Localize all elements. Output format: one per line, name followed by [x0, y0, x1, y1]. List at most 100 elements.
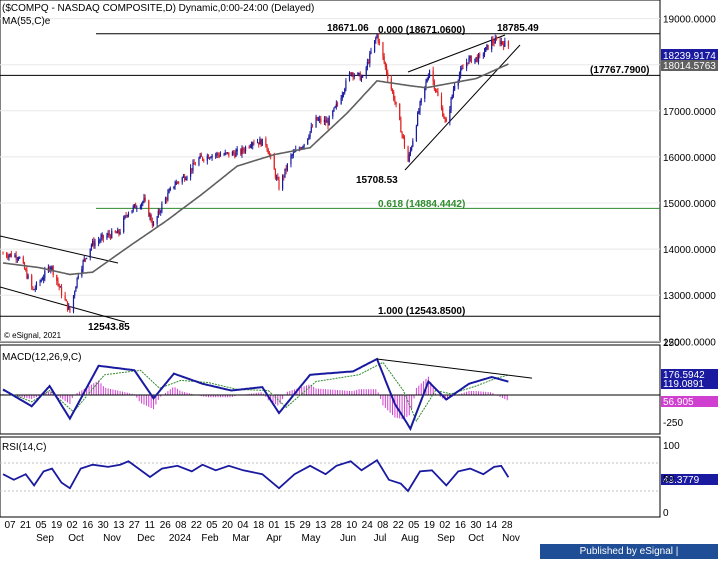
- candle-body: [240, 149, 241, 154]
- candle-body: [86, 258, 87, 259]
- candle-body: [102, 235, 103, 237]
- macd-hist-bar: [320, 389, 321, 395]
- candle-body: [309, 131, 310, 136]
- macd-hist-bar: [308, 385, 309, 395]
- date-month-label: Aug: [401, 533, 419, 544]
- macd-hist-bar: [148, 395, 149, 407]
- macd-hist-bar: [476, 391, 477, 395]
- candle-body: [225, 153, 226, 155]
- candle-body: [65, 295, 66, 299]
- candle-body: [82, 261, 83, 269]
- candle-body: [42, 280, 43, 281]
- candle-body: [332, 111, 333, 116]
- macd-hist-bar: [387, 395, 388, 410]
- candle-body: [84, 258, 85, 260]
- candle-body: [262, 139, 263, 146]
- candle-body: [249, 147, 250, 148]
- macd-hist-bar: [471, 391, 472, 395]
- macd-hist-bar: [67, 395, 68, 402]
- date-day-label: 07: [4, 520, 16, 531]
- rsi-label: RSI(14,C): [2, 442, 46, 453]
- candle-body: [421, 99, 422, 103]
- candle-body: [56, 275, 57, 281]
- macd-hist-bar: [158, 395, 159, 400]
- macd-hist-bar: [117, 391, 118, 395]
- high-1-label: 18671.06: [327, 23, 369, 34]
- candle-body: [237, 149, 238, 151]
- candle-body: [94, 243, 95, 246]
- candle-body: [418, 111, 419, 113]
- candle-body: [18, 258, 19, 259]
- candle-body: [268, 150, 269, 154]
- macd-hist-bar: [363, 389, 364, 395]
- candle-body: [374, 40, 375, 52]
- candle-body: [149, 215, 150, 217]
- candle-body: [392, 89, 393, 92]
- date-day-label: 27: [129, 520, 141, 531]
- candle-body: [26, 270, 27, 278]
- candle-body: [283, 176, 284, 177]
- candle-body: [69, 307, 70, 312]
- candle-body: [290, 155, 291, 164]
- macd-hist-bar: [416, 388, 417, 395]
- macd-hist-bar: [143, 395, 144, 405]
- date-day-label: 28: [331, 520, 343, 531]
- price-pane: [0, 0, 660, 342]
- candle-body: [484, 52, 485, 55]
- candle-body: [369, 53, 370, 63]
- candle-body: [358, 73, 359, 74]
- candle-body: [409, 154, 410, 162]
- candle-body: [350, 73, 351, 75]
- candle-body: [202, 157, 203, 160]
- rsi-line: [3, 460, 508, 491]
- date-day-label: 10: [346, 520, 358, 531]
- candle-body: [245, 147, 246, 151]
- candle-body: [486, 45, 487, 47]
- macd-hist-bar: [112, 389, 113, 395]
- symbol-title: ($COMPQ - NASDAQ COMPOSITE,D) Dynamic,0:…: [2, 3, 314, 14]
- candle-body: [17, 259, 18, 260]
- candle-body: [443, 116, 444, 118]
- candle-body: [115, 231, 116, 233]
- date-day-label: 28: [501, 520, 513, 531]
- candle-body: [219, 155, 220, 157]
- macd-hist-bar: [351, 391, 352, 395]
- candle-body: [382, 42, 383, 56]
- macd-hist-bar: [292, 390, 293, 395]
- macd-histogram: [3, 377, 508, 419]
- macd-hist-bar: [335, 390, 336, 395]
- candle-body: [67, 301, 68, 309]
- candle-body: [360, 73, 361, 80]
- candle-body: [466, 62, 467, 68]
- price-tick-label: 19000.0000: [663, 15, 716, 26]
- candle-body: [354, 75, 355, 77]
- candle-body: [201, 155, 202, 157]
- candle-body: [127, 215, 128, 216]
- macd-hist-bar: [177, 389, 178, 395]
- candle-body: [76, 278, 77, 287]
- candle-body: [195, 165, 196, 166]
- low-1-label: 15708.53: [356, 175, 398, 186]
- candle-body: [352, 73, 353, 77]
- candle-body: [211, 155, 212, 157]
- candle-body: [318, 119, 319, 120]
- candle-body: [186, 177, 187, 179]
- candle-body: [136, 208, 137, 209]
- macd-hist-bar: [31, 395, 32, 399]
- macd-hist-bar: [289, 391, 290, 395]
- date-day-label: 01: [268, 520, 280, 531]
- candle-body: [375, 38, 376, 40]
- macd-hist-bar: [399, 395, 400, 418]
- candle-body: [92, 241, 93, 245]
- macd-hist-bar: [316, 389, 317, 395]
- candle-body: [337, 104, 338, 105]
- candle-body: [116, 232, 117, 233]
- candle-body: [412, 141, 413, 147]
- date-month-label: Apr: [266, 533, 282, 544]
- macd-hist-bar: [356, 390, 357, 395]
- candle-body: [133, 206, 134, 210]
- date-month-label: Nov: [502, 533, 520, 544]
- candle-body: [6, 254, 7, 256]
- macd-hist-bar: [330, 390, 331, 395]
- candle-body: [434, 81, 435, 89]
